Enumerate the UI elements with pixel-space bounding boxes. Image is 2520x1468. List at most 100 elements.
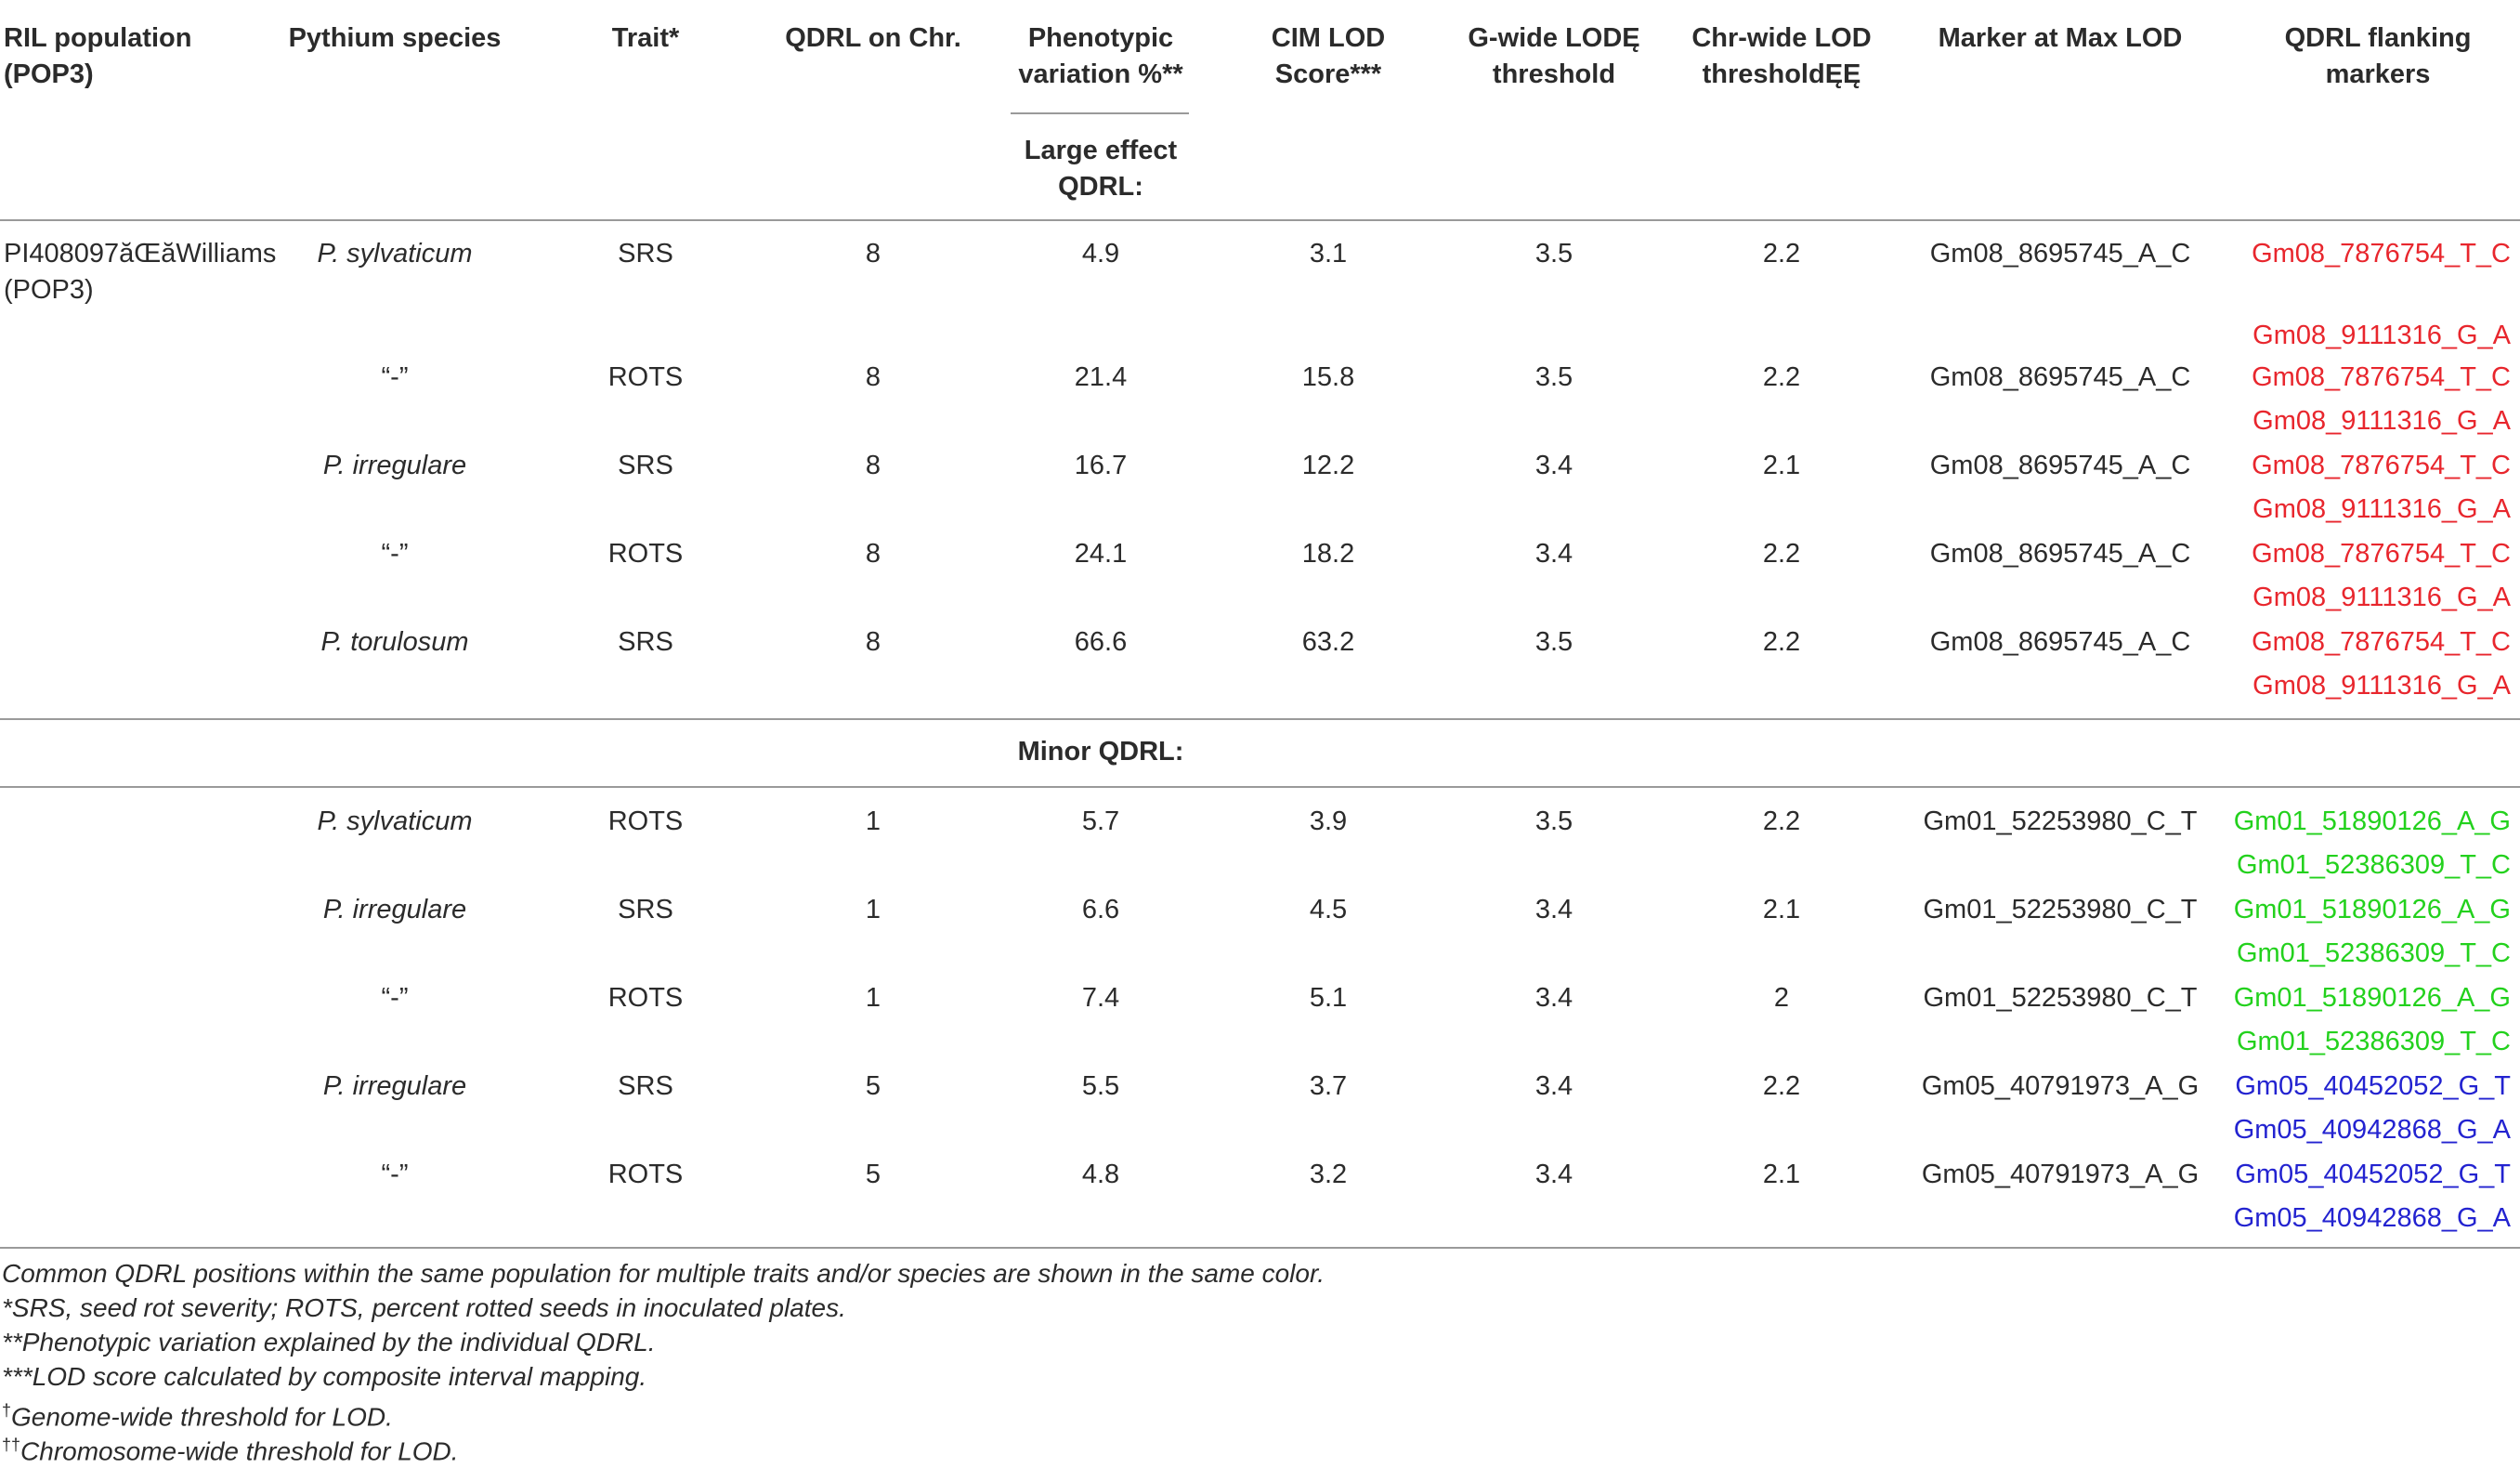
rule-after-header (0, 219, 2520, 221)
cell-chr-wide-threshold: 2.2 (1762, 627, 1801, 657)
footnote-common: Common QDRL positions within the same po… (2, 1259, 1325, 1288)
header-chr-wide: Chr-wide LOD thresholdĘĘ (1691, 20, 1871, 93)
footnote-chrom: ††Chromosome-wide threshold for LOD. (2, 1428, 459, 1468)
cell-g-wide-threshold: 3.5 (1534, 806, 1573, 836)
cell-phenotypic-variation: 5.7 (1081, 806, 1120, 836)
cell-cim-lod: 12.2 (1301, 451, 1355, 480)
cell-flanking-marker-1: Gm08_7876754_T_C (2252, 539, 2511, 569)
cell-flanking-marker-2: Gm01_52386309_T_C (2236, 1027, 2511, 1056)
cell-flanking-marker-2: Gm05_40942868_G_A (2233, 1203, 2511, 1233)
cell-trait: SRS (618, 239, 673, 269)
cell-flanking-marker-2: Gm05_40942868_G_A (2233, 1115, 2511, 1145)
header-ril-line2: (POP3) (4, 59, 94, 89)
header-qdrl-on-chr: QDRL on Chr. (785, 23, 961, 53)
header-marker-max-lod: Marker at Max LOD (1938, 23, 2183, 53)
section-minor: Minor QDRL: (1017, 737, 1184, 767)
footnote-chrom-text: Chromosome-wide threshold for LOD. (20, 1436, 459, 1466)
cell-flanking-marker-1: Gm08_7876754_T_C (2252, 362, 2511, 392)
cell-chr: 8 (865, 239, 881, 269)
cell-chr: 5 (865, 1160, 881, 1189)
cell-flanking-marker-2: Gm08_9111316_G_A (2252, 583, 2511, 612)
header-cim-line1: CIM LOD (1271, 23, 1386, 53)
cell-species: P. irregulare (322, 1071, 467, 1101)
header-pv-line1: Phenotypic (1027, 23, 1174, 53)
header-chrwide-line1: Chr-wide LOD (1691, 23, 1872, 53)
cell-species: “-” (381, 539, 409, 569)
cell-phenotypic-variation: 4.9 (1081, 239, 1120, 269)
cell-chr: 1 (865, 895, 881, 924)
cell-g-wide-threshold: 3.4 (1534, 1160, 1573, 1189)
section-large-line1: Large effect (1024, 136, 1178, 165)
cell-flanking-marker-1: Gm05_40452052_G_T (2235, 1071, 2511, 1101)
header-gwide-line1: G-wide LODĘ (1468, 23, 1640, 53)
cell-g-wide-threshold: 3.5 (1534, 362, 1573, 392)
cell-phenotypic-variation: 7.4 (1081, 983, 1120, 1013)
cell-phenotypic-variation: 6.6 (1081, 895, 1120, 924)
cell-marker-max-lod: Gm01_52253980_C_T (1923, 895, 2198, 924)
cell-g-wide-threshold: 3.4 (1534, 983, 1573, 1013)
cell-marker-max-lod: Gm08_8695745_A_C (1929, 239, 2191, 269)
cell-species: P. irregulare (322, 451, 467, 480)
cell-species: “-” (381, 983, 409, 1013)
cell-chr: 8 (865, 362, 881, 392)
header-pythium-species: Pythium species (288, 23, 502, 53)
cell-cim-lod: 18.2 (1301, 539, 1355, 569)
cell-trait: ROTS (607, 1160, 684, 1189)
cell-chr: 1 (865, 983, 881, 1013)
header-g-wide: G-wide LODĘ threshold (1468, 20, 1639, 93)
header-trait: Trait* (611, 23, 680, 53)
cell-trait: ROTS (607, 539, 684, 569)
footnote-genome-text: Genome-wide threshold for LOD. (11, 1402, 393, 1432)
section-large-line2: QDRL: (1058, 172, 1143, 202)
cell-chr-wide-threshold: 2.1 (1762, 895, 1801, 924)
header-subrule (1011, 112, 1189, 114)
header-pv-line2: variation %** (1018, 59, 1183, 89)
cell-species: P. torulosum (320, 627, 469, 657)
header-flanking-markers: QDRL flanking markers (2285, 20, 2472, 93)
cell-g-wide-threshold: 3.4 (1534, 451, 1573, 480)
cell-cim-lod: 3.1 (1309, 239, 1348, 269)
header-gwide-line2: threshold (1492, 59, 1616, 89)
population-label: PI408097ăŒăWilliams (POP3) (4, 236, 276, 308)
footnote-srs: *SRS, seed rot severity; ROTS, percent r… (2, 1293, 846, 1322)
cell-phenotypic-variation: 21.4 (1074, 362, 1128, 392)
cell-flanking-marker-1: Gm01_51890126_A_G (2233, 895, 2511, 924)
cell-species: P. irregulare (322, 895, 467, 924)
cell-flanking-marker-2: Gm08_9111316_G_A (2252, 671, 2511, 701)
cell-trait: SRS (618, 1071, 673, 1101)
header-flank-line2: markers (2325, 59, 2431, 89)
cell-chr: 8 (865, 627, 881, 657)
cell-flanking-marker-1: Gm08_7876754_T_C (2252, 239, 2511, 269)
cell-flanking-marker-1: Gm01_51890126_A_G (2233, 983, 2511, 1013)
rule-before-minor (0, 718, 2520, 720)
cell-chr: 8 (865, 539, 881, 569)
cell-chr: 8 (865, 451, 881, 480)
cell-g-wide-threshold: 3.4 (1534, 539, 1573, 569)
cell-trait: ROTS (607, 806, 684, 836)
cell-cim-lod: 3.9 (1309, 806, 1348, 836)
cell-phenotypic-variation: 66.6 (1074, 627, 1128, 657)
cell-trait: ROTS (607, 983, 684, 1013)
section-large-effect: Large effect QDRL: (1025, 133, 1177, 205)
cell-g-wide-threshold: 3.5 (1534, 239, 1573, 269)
header-cim-lod: CIM LOD Score*** (1272, 20, 1385, 93)
cell-g-wide-threshold: 3.4 (1534, 895, 1573, 924)
cell-chr-wide-threshold: 2 (1773, 983, 1790, 1013)
cell-flanking-marker-2: Gm01_52386309_T_C (2236, 850, 2511, 880)
cell-marker-max-lod: Gm01_52253980_C_T (1923, 806, 2198, 836)
header-cim-line2: Score*** (1274, 59, 1382, 89)
cell-chr-wide-threshold: 2.2 (1762, 1071, 1801, 1101)
cell-trait: SRS (618, 895, 673, 924)
rule-after-minor (0, 786, 2520, 788)
cell-flanking-marker-1: Gm01_51890126_A_G (2233, 806, 2511, 836)
cell-cim-lod: 15.8 (1301, 362, 1355, 392)
cell-chr: 1 (865, 806, 881, 836)
cell-marker-max-lod: Gm05_40791973_A_G (1921, 1160, 2200, 1189)
cell-cim-lod: 63.2 (1301, 627, 1355, 657)
cell-marker-max-lod: Gm01_52253980_C_T (1923, 983, 2198, 1013)
cell-flanking-marker-2: Gm08_9111316_G_A (2252, 494, 2511, 524)
cell-phenotypic-variation: 4.8 (1081, 1160, 1120, 1189)
cell-marker-max-lod: Gm08_8695745_A_C (1929, 451, 2191, 480)
cell-flanking-marker-2: Gm08_9111316_G_A (2252, 321, 2511, 350)
cell-chr-wide-threshold: 2.2 (1762, 806, 1801, 836)
